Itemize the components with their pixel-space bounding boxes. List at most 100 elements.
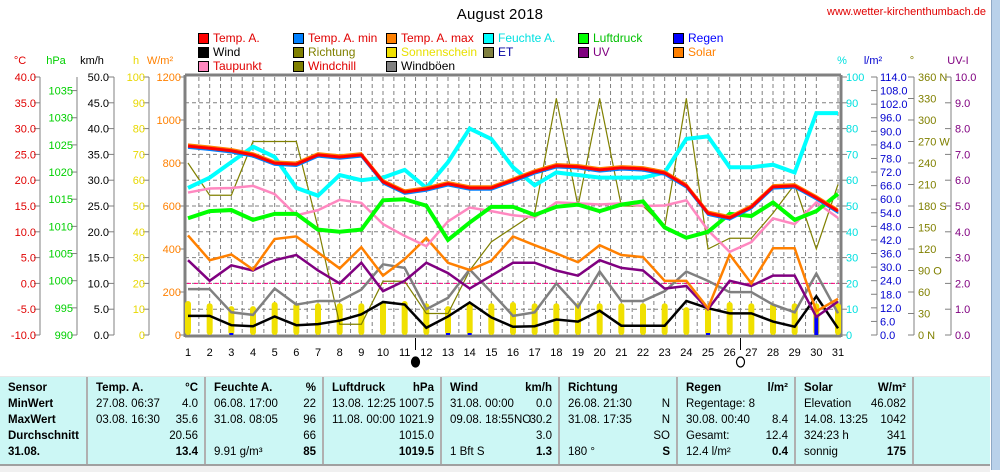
wind-axis-tick-label: 15.0 xyxy=(88,253,109,265)
table-row: 14.08. 13:25 1042 xyxy=(804,413,906,428)
x-tick-label: 19 xyxy=(572,347,584,359)
x-tick-label: 9 xyxy=(358,347,364,359)
vertical-scrollbar[interactable] xyxy=(991,0,1000,470)
table-header: Solar W/m² xyxy=(804,381,906,396)
pressure-axis-tick-label: 1035 xyxy=(49,86,73,98)
rain-bar xyxy=(706,333,710,335)
website-link[interactable]: www.wetter-kirchenthumbach.de xyxy=(827,6,986,18)
table-row-label: Durchschnitt xyxy=(8,429,80,444)
sunshine-bar xyxy=(271,301,278,335)
legend-swatch xyxy=(293,61,304,72)
x-tick-label: 24 xyxy=(680,347,692,359)
axis-head-temp: °C xyxy=(14,55,26,67)
stats-panel: Sensor MinWert MaxWert Durchschnitt 31.08. Te… xyxy=(0,376,990,465)
cell-label: 12.4 l/m² xyxy=(686,446,731,458)
legend-label: Feuchte A. xyxy=(498,31,556,45)
humidity-axis-tick-label: 80 xyxy=(846,124,858,136)
legend-label: Temp. A. min xyxy=(308,31,378,45)
series-line-temp-max xyxy=(187,143,839,217)
table-row: 180 ° S xyxy=(568,445,670,460)
rain-axis-tick-label: 18.0 xyxy=(880,289,901,301)
table-column-richtung: Richtung 26.08. 21:30 N 31.08. 17:35 N SO 180 … xyxy=(560,377,678,465)
sunshine-bar xyxy=(661,303,668,335)
x-tick-label: 11 xyxy=(399,347,410,359)
pressure-axis-tick-label: 1030 xyxy=(49,113,73,125)
cell-label: sonnig xyxy=(804,446,838,458)
column-title: Luftdruck xyxy=(332,382,386,394)
temp-axis-tick-label: 30.0 xyxy=(15,124,36,136)
series-line-uv xyxy=(187,253,839,319)
solar-axis-tick-label: 1000 xyxy=(157,115,181,127)
table-row-label: 31.08. xyxy=(8,445,80,460)
axis-head-humidity: % xyxy=(837,55,847,67)
table-row: 13.4 xyxy=(96,445,198,460)
sun-axis-tick-label: 60 xyxy=(133,175,145,187)
cell-label: 06.08. 17:00 xyxy=(214,398,278,410)
rain-bar xyxy=(446,333,450,335)
pressure-axis-tick-label: 1010 xyxy=(49,221,73,233)
sunshine-bar xyxy=(596,303,603,335)
legend-label: Regen xyxy=(688,31,724,45)
legend-item: Temp. A. max xyxy=(386,31,474,45)
cell-label: 11.08. 00:00 xyxy=(332,414,396,426)
rain-axis-tick-label: 72.0 xyxy=(880,167,901,179)
sun-axis-tick-label: 90 xyxy=(133,98,145,110)
table-row: 31.08. 17:35 N xyxy=(568,413,670,428)
rain-axis-tick-label: 48.0 xyxy=(880,221,901,233)
wind-axis-tick-label: 20.0 xyxy=(88,227,109,239)
cell-value: 1007.5 xyxy=(398,398,434,410)
cell-value: 0.0 xyxy=(536,398,552,410)
legend-item: Temp. A. min xyxy=(293,31,377,45)
uv-axis-tick-label: 6.0 xyxy=(955,175,970,187)
series-line-temp-min xyxy=(187,147,839,221)
uv-axis-tick-label: 5.0 xyxy=(955,201,970,213)
x-tick-label: 29 xyxy=(789,347,801,359)
table-column-luftdruck: Luftdruck hPa 13.08. 12:25 1007.5 11.08. 00:… xyxy=(324,377,442,465)
table-row: Elevation 46.082 xyxy=(804,397,906,412)
cell-value: 22 xyxy=(303,398,316,410)
column-title: Feuchte A. xyxy=(214,382,273,394)
axis-head-pressure: hPa xyxy=(46,55,66,67)
wind-axis-tick-label: 45.0 xyxy=(88,98,109,110)
uv-axis-tick-label: 4.0 xyxy=(955,227,970,239)
rain-axis-tick-label: 108.0 xyxy=(880,86,908,98)
row-label: MaxWert xyxy=(8,414,56,426)
table-row-label: MinWert xyxy=(8,397,80,412)
humidity-axis-tick-label: 40 xyxy=(846,227,858,239)
rain-axis-tick-label: 30.0 xyxy=(880,262,901,274)
x-tick-label: 7 xyxy=(315,347,321,359)
sunshine-bar xyxy=(575,303,581,335)
column-unit: l/m² xyxy=(767,382,788,394)
rain-axis-tick-label: 0.0 xyxy=(880,330,895,342)
chart-title: August 2018 xyxy=(456,6,544,23)
x-tick-label: 20 xyxy=(594,347,606,359)
cell-value: 1042 xyxy=(880,414,906,426)
cell-value: 85 xyxy=(303,446,316,458)
rain-axis-tick-label: 6.0 xyxy=(880,316,895,328)
x-tick-label: 31 xyxy=(832,347,844,359)
humidity-axis-tick-label: 20 xyxy=(846,278,858,290)
table-row: 26.08. 21:30 N xyxy=(568,397,670,412)
column-title: Solar xyxy=(804,382,833,394)
x-tick-label: 15 xyxy=(485,347,497,359)
table-column-feuchte-a: Feuchte A.% 06.08. 17:00 22 31.08. 08:05 96 6… xyxy=(206,377,324,465)
table-row-label: MaxWert xyxy=(8,413,80,428)
uv-axis-tick-label: 3.0 xyxy=(955,253,970,265)
x-tick-label: 25 xyxy=(702,347,714,359)
cell-value: SO xyxy=(653,430,670,442)
temp-axis-tick-label: 10.0 xyxy=(15,227,36,239)
table-column-regen: Regen l/m² Regentage: 8 30.08. 00:40 8.4 Gesa… xyxy=(678,377,796,465)
legend-label: Richtung xyxy=(308,45,356,59)
table-row: 11.08. 00:00 1021.9 xyxy=(332,413,434,428)
column-unit: hPa xyxy=(412,382,434,394)
cell-value: S xyxy=(662,446,670,458)
table-row: 31.08. 08:05 96 xyxy=(214,413,316,428)
axis-head-solar: W/m² xyxy=(147,55,174,67)
legend-item: Taupunkt xyxy=(198,59,262,73)
series-line-luftdruck xyxy=(187,192,840,243)
uv-axis-tick-label: 10.0 xyxy=(955,72,976,84)
legend-label: ET xyxy=(498,45,514,59)
wind-axis-tick-label: 40.0 xyxy=(88,124,109,136)
axis-head-uv: UV-I xyxy=(947,55,968,67)
legend-swatch xyxy=(483,47,494,58)
